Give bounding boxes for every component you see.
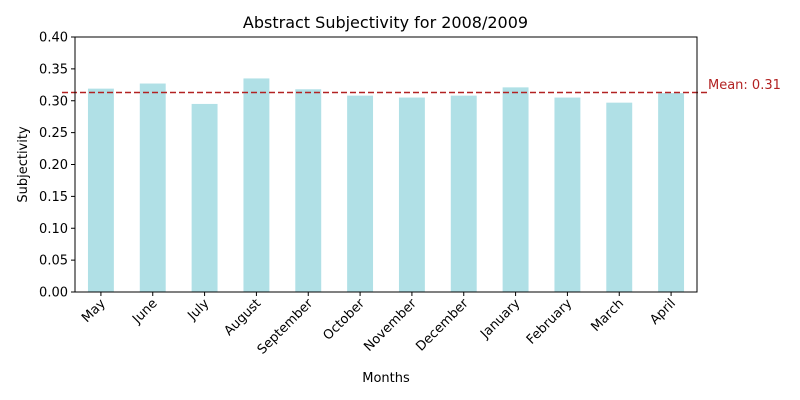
bar-may (87, 88, 114, 292)
x-tick-label-december: December (413, 296, 472, 355)
x-tick-label-may: May (79, 296, 109, 326)
bar-january (502, 87, 529, 292)
x-axis-title: Months (362, 371, 410, 386)
y-tick-label: 0.15 (39, 190, 68, 205)
y-tick-label: 0.20 (39, 158, 68, 173)
x-tick-label-july: July (185, 296, 213, 324)
mean-label: Mean: 0.31 (708, 78, 781, 93)
y-axis: 0.00 0.05 0.10 0.15 0.20 0.25 0.30 0.35 0.40 (39, 31, 75, 301)
bar-april (658, 93, 685, 292)
x-tick-label-september: September (255, 296, 317, 358)
bars-group (87, 78, 685, 293)
bar-october (347, 95, 374, 293)
x-tick-label-april: April (647, 296, 679, 328)
x-tick-label-november: November (361, 296, 420, 355)
y-axis-title: Subjectivity (16, 126, 31, 203)
plot-frame (74, 36, 698, 293)
y-tick-label: 0.25 (39, 126, 68, 141)
bar-november (398, 97, 425, 292)
x-tick-label-october: October (321, 296, 369, 344)
x-tick-label-june: June (129, 296, 160, 327)
y-tick-label: 0.00 (39, 286, 68, 301)
bar-august (243, 78, 270, 292)
bar-july (191, 103, 218, 292)
y-tick-label: 0.35 (39, 62, 68, 77)
x-tick-label-february: February (524, 296, 576, 348)
chart-title: Abstract Subjectivity for 2008/2009 (243, 13, 528, 32)
bar-september (295, 89, 322, 293)
y-tick-label: 0.10 (39, 222, 68, 237)
y-tick-label: 0.40 (39, 31, 68, 46)
bar-december (450, 95, 477, 293)
x-tick-label-march: March (588, 296, 627, 335)
x-tick-label-january: January (477, 296, 523, 342)
bar-february (554, 97, 581, 292)
bar-march (606, 102, 633, 292)
y-tick-label: 0.30 (39, 94, 68, 109)
x-tick-label-august: August (221, 296, 264, 339)
bar-june (139, 83, 166, 292)
y-tick-label: 0.05 (39, 254, 68, 269)
mean-line-group: Mean: 0.31 (62, 78, 781, 94)
